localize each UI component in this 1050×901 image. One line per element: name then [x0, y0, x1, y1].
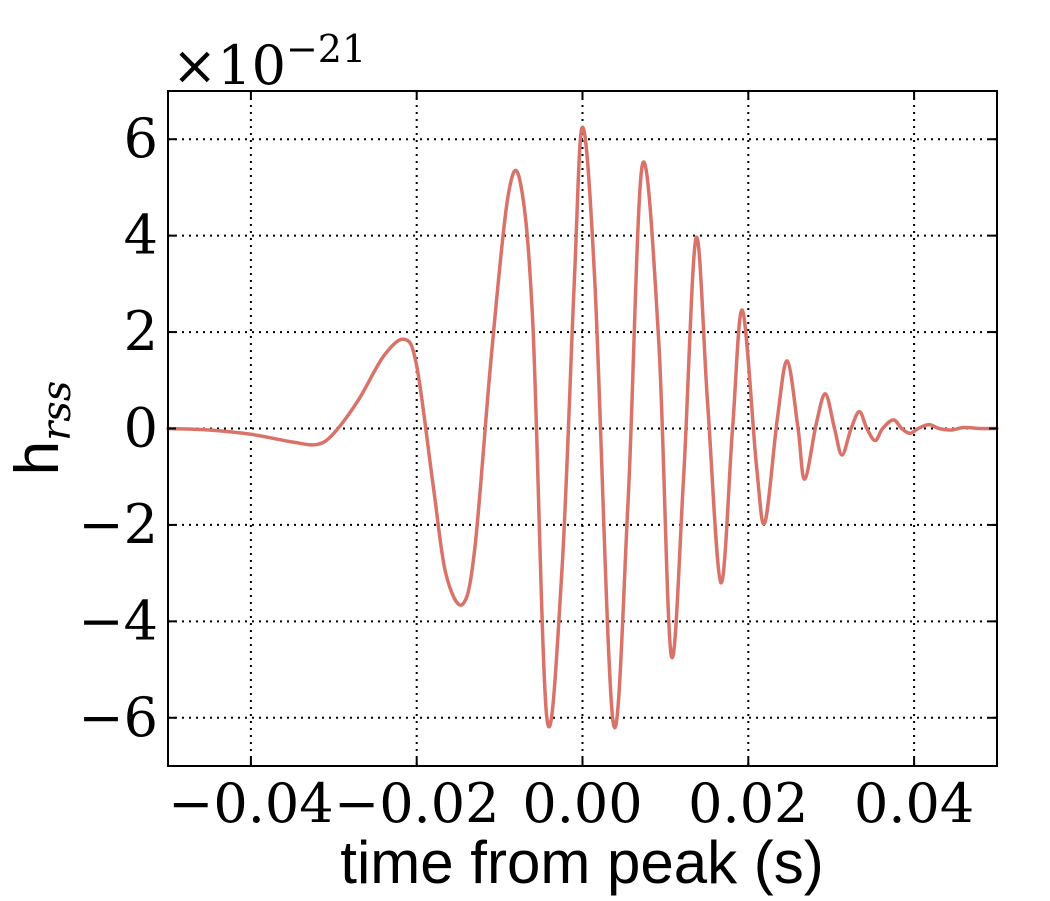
scale-factor-label: ×10−21 — [172, 27, 366, 97]
y-tick-label: 4 — [124, 204, 158, 267]
scale-factor-prefix: ×10 — [172, 34, 286, 97]
y-axis-title: hrss — [3, 381, 80, 476]
y-tick-label: 0 — [124, 397, 158, 460]
x-tick-label: 0.02 — [688, 772, 808, 835]
x-tick-label: −0.02 — [334, 772, 499, 835]
y-tick-label: −6 — [78, 686, 158, 749]
x-tick-label: 0.04 — [854, 772, 974, 835]
x-tick-label: −0.04 — [168, 772, 333, 835]
y-tick-labels: −6 −4 −2 0 2 4 6 — [78, 107, 158, 749]
x-tick-label: 0.00 — [522, 772, 642, 835]
y-axis-title-main: h — [3, 441, 72, 475]
y-axis-title-subscript: rss — [34, 381, 80, 441]
series-layer — [166, 125, 999, 730]
y-tick-label: −4 — [78, 589, 158, 652]
scale-factor-exponent: −21 — [286, 27, 366, 71]
y-tick-label: 6 — [124, 107, 158, 170]
grid — [168, 91, 997, 766]
y-tick-label: −2 — [78, 493, 158, 556]
y-tick-label: 2 — [124, 300, 158, 363]
x-tick-labels: −0.04 −0.02 0.00 0.02 0.04 — [168, 772, 974, 835]
series-line — [166, 125, 999, 730]
x-axis-title: time from peak (s) — [340, 829, 823, 896]
tick-marks — [168, 91, 997, 766]
